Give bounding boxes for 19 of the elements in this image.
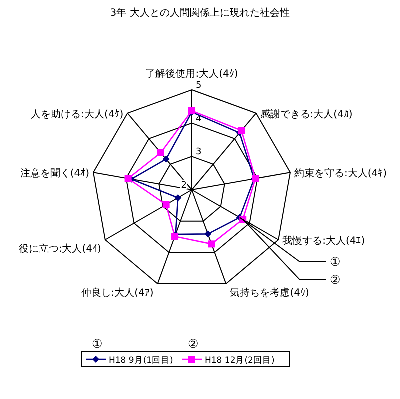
text: ① [92, 337, 103, 351]
spoke-label: 我慢する:大人(4ｴ) [282, 235, 366, 247]
chart-title: 3年 大人との人間関係上に現れた社会性 [110, 7, 290, 19]
spoke-label: 役に立つ:大人(4ｲ) [18, 243, 102, 255]
legend-label: H18 12月(2回目) [205, 356, 275, 366]
y-tick-label: 2 [181, 181, 187, 191]
spoke-label: 仲良し:大人(4ｱ) [81, 286, 154, 299]
y-tick-label: 5 [196, 81, 202, 91]
text: ② [330, 273, 341, 287]
text: ② [188, 337, 199, 351]
spoke-label: 注意を聞く(4ｵ) [20, 168, 90, 180]
spoke-label: 人を助ける:大人(4ｹ) [31, 108, 124, 120]
spoke-label: 気持ちを考慮(4ｳ) [230, 286, 310, 299]
spoke-label: 了解後使用:大人(4ｸ) [146, 68, 238, 80]
y-tick-label: 3 [196, 148, 202, 158]
spoke-label: 約束を守る:大人(4ｷ) [294, 168, 388, 180]
text: ① [330, 255, 341, 269]
legend-label: H18 9月(1回目) [109, 356, 174, 366]
spoke-label: 感謝できる:大人(4ｶ) [260, 108, 353, 120]
